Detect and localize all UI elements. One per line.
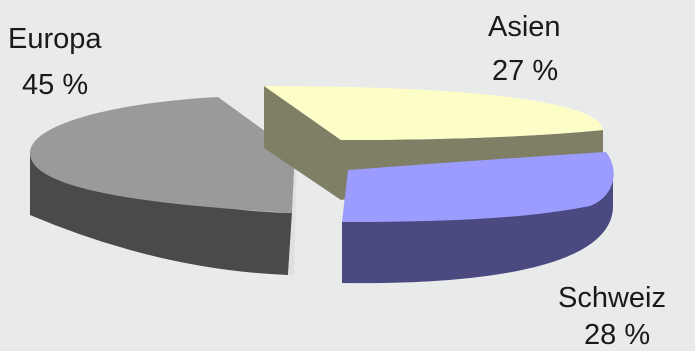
slice-schweiz <box>342 152 614 283</box>
label-europa: Europa <box>8 23 102 55</box>
label-europa-value: 45 % <box>22 69 88 101</box>
label-asien: Asien <box>488 11 561 43</box>
label-schweiz: Schweiz <box>558 282 666 314</box>
slice-europa <box>30 97 297 275</box>
label-asien-value: 27 % <box>492 55 558 87</box>
label-schweiz-value: 28 % <box>584 319 650 351</box>
